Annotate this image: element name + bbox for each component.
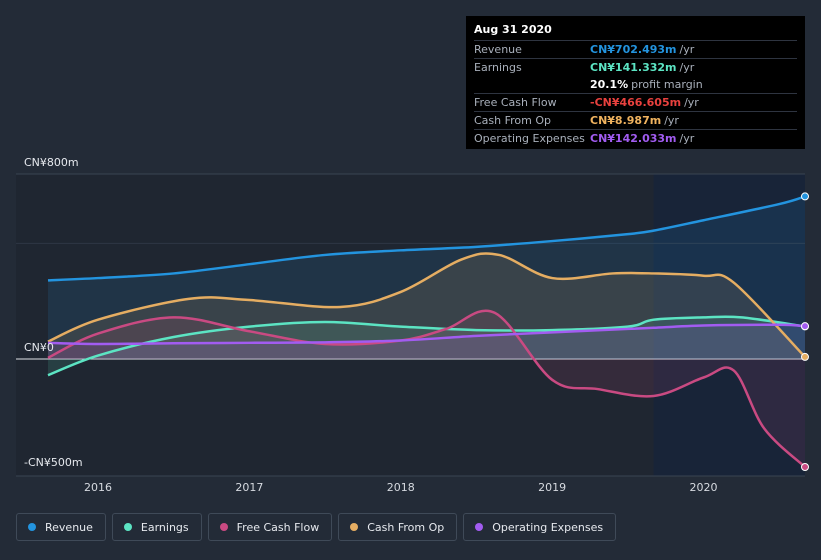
tooltip-row-unit: /yr xyxy=(664,113,679,127)
x-tick-label: 2020 xyxy=(690,481,718,494)
tooltip-row: Revenue CN¥702.493m/yr xyxy=(474,40,797,57)
earnings-area xyxy=(48,316,805,376)
legend-item-cash-from-op[interactable]: Cash From Op xyxy=(338,513,458,541)
legend-label: Earnings xyxy=(140,520,189,534)
tooltip-row-name: Free Cash Flow xyxy=(474,95,557,109)
tooltip-row-unit: /yr xyxy=(684,95,699,109)
legend-item-free-cash-flow[interactable]: Free Cash Flow xyxy=(207,513,333,541)
tooltip-row-value: CN¥141.332m xyxy=(590,60,677,74)
cash-from-op-area xyxy=(48,253,805,359)
tooltip-row: Operating Expenses CN¥142.033m/yr xyxy=(474,129,797,146)
operating-expenses-area xyxy=(48,324,805,359)
legend-item-earnings[interactable]: Earnings xyxy=(111,513,202,541)
revenue-line xyxy=(47,195,806,282)
free-cash-flow-end-point xyxy=(801,462,809,471)
legend-dot-icon xyxy=(219,523,228,531)
cash-from-op-line xyxy=(47,252,806,358)
y-label-zero: CN¥0 xyxy=(24,341,54,354)
x-tick-label: 2018 xyxy=(387,481,415,494)
legend-label: Operating Expenses xyxy=(492,520,604,534)
legend-item-revenue[interactable]: Revenue xyxy=(16,513,106,541)
tooltip-row-unit: profit margin xyxy=(631,77,703,91)
tooltip-row-unit: /yr xyxy=(679,60,695,74)
legend-dot-icon xyxy=(475,523,484,531)
legend-dot-icon xyxy=(123,523,132,531)
cash-from-op-end-point xyxy=(801,352,809,361)
tooltip-row-name: Revenue xyxy=(474,42,522,56)
earnings-line xyxy=(47,315,806,377)
tooltip-row: Earnings CN¥141.332m/yr xyxy=(474,58,797,75)
legend-label: Revenue xyxy=(45,520,93,534)
free-cash-flow-line xyxy=(47,309,806,468)
legend-label: Free Cash Flow xyxy=(236,520,320,534)
tooltip-rows: Revenue CN¥702.493m/yr Earnings CN¥141.332m… xyxy=(474,40,797,146)
tooltip-row: Free Cash Flow -CN¥466.605m/yr xyxy=(474,93,797,110)
legend-dot-icon xyxy=(350,523,359,531)
tooltip-row-name: Cash From Op xyxy=(474,113,552,127)
tooltip-row-name: Operating Expenses xyxy=(474,131,585,145)
tooltip-row-unit: /yr xyxy=(679,131,695,145)
y-label-top: CN¥800m xyxy=(24,156,79,169)
revenue-end-point xyxy=(801,192,809,201)
tooltip-row: 20.1% profit margin xyxy=(474,76,797,92)
legend: Revenue Earnings Free Cash Flow Cash From O… xyxy=(16,513,617,541)
tooltip-row-value: 20.1% xyxy=(590,77,629,91)
x-tick-label: 2016 xyxy=(84,481,112,494)
operating-expenses-line xyxy=(47,323,806,346)
legend-dot-icon xyxy=(28,523,36,531)
tooltip-row-value: CN¥8.987m xyxy=(590,113,662,127)
tooltip-row-value: -CN¥466.605m xyxy=(590,95,682,109)
tooltip-row-unit: /yr xyxy=(679,42,695,56)
chart-area: 2016 2017 2018 2019 2020 CN¥800m CN¥0 -CN¥50… xyxy=(16,156,809,494)
tooltip-row-name: Earnings xyxy=(474,60,522,74)
chart-svg: 2016 2017 2018 2019 2020 xyxy=(16,173,809,494)
legend-item-operating-expenses[interactable]: Operating Expenses xyxy=(463,513,617,541)
tooltip: Aug 31 2020 Revenue CN¥702.493m/yr Earning… xyxy=(466,16,805,149)
x-tick-label: 2019 xyxy=(538,481,566,494)
tooltip-row: Cash From Op CN¥8.987m/yr xyxy=(474,111,797,128)
tooltip-date: Aug 31 2020 xyxy=(474,23,552,36)
tooltip-row-value: CN¥702.493m xyxy=(590,42,677,56)
free-cash-flow-area xyxy=(48,310,805,467)
x-tick-label: 2017 xyxy=(235,481,263,494)
tooltip-row-value: CN¥142.033m xyxy=(590,131,677,145)
plot-background xyxy=(16,174,654,476)
legend-label: Cash From Op xyxy=(367,520,445,534)
y-label-bottom: -CN¥500m xyxy=(24,456,83,469)
operating-expenses-end-point xyxy=(801,322,809,331)
